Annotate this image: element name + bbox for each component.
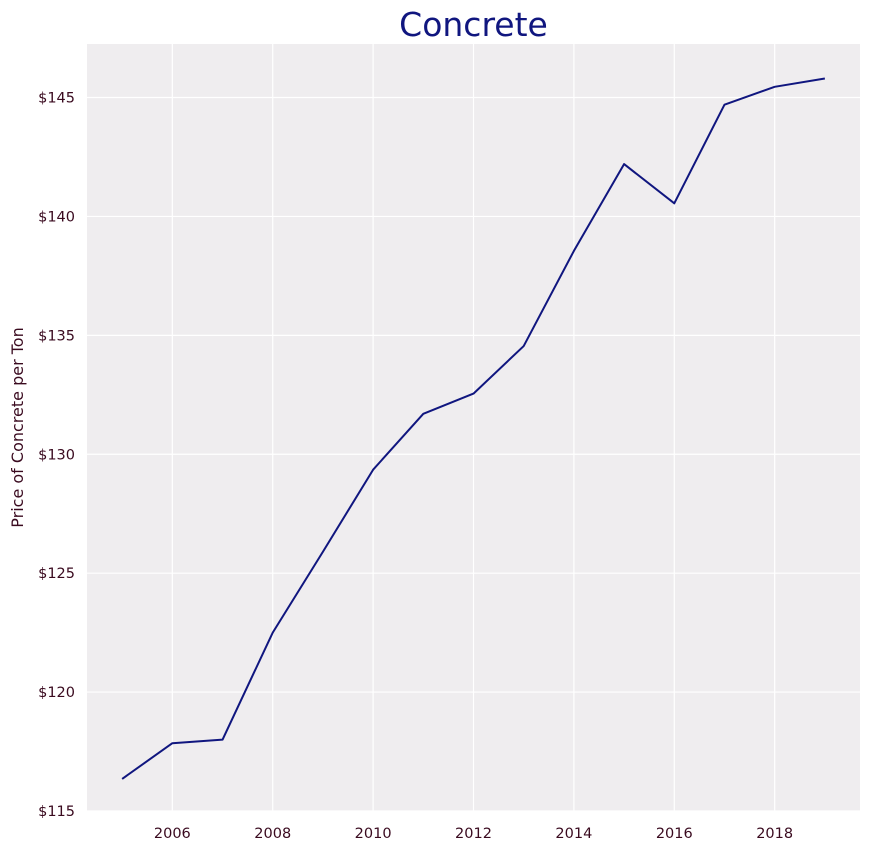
data-point	[222, 739, 224, 741]
data-point	[673, 202, 675, 204]
data-point	[573, 250, 575, 252]
y-axis-label: Price of Concrete per Ton	[8, 327, 27, 527]
data-point	[523, 345, 525, 347]
data-point	[774, 86, 776, 88]
x-tick-label: 2008	[254, 826, 291, 842]
x-tick-label: 2012	[455, 826, 492, 842]
chart-title: Concrete	[399, 5, 548, 44]
x-axis: 2006 2008 2010 2012 2014 2016 2018	[154, 826, 793, 842]
x-tick-label: 2014	[555, 826, 592, 842]
x-tick-label: 2010	[355, 826, 392, 842]
grid	[87, 44, 860, 812]
data-point	[272, 632, 274, 634]
y-tick-label: $120	[38, 685, 75, 701]
data-point	[322, 551, 324, 553]
y-tick-label: $115	[38, 804, 75, 820]
y-tick-label: $125	[38, 566, 75, 582]
y-axis: $115 $120 $125 $130 $135 $140 $145	[38, 91, 75, 820]
y-tick-label: $130	[38, 447, 75, 463]
data-point	[422, 413, 424, 415]
data-point	[723, 104, 725, 106]
data-point	[372, 469, 374, 471]
x-tick-label: 2016	[656, 826, 693, 842]
x-tick-label: 2006	[154, 826, 191, 842]
y-tick-label: $135	[38, 328, 75, 344]
data-point	[623, 163, 625, 165]
data-point	[824, 77, 826, 79]
series-line	[121, 77, 826, 780]
data-point	[171, 742, 173, 744]
data-point	[473, 393, 475, 395]
y-tick-label: $140	[38, 209, 75, 225]
y-tick-label: $145	[38, 91, 75, 107]
x-tick-label: 2018	[756, 826, 793, 842]
data-point	[121, 778, 123, 780]
